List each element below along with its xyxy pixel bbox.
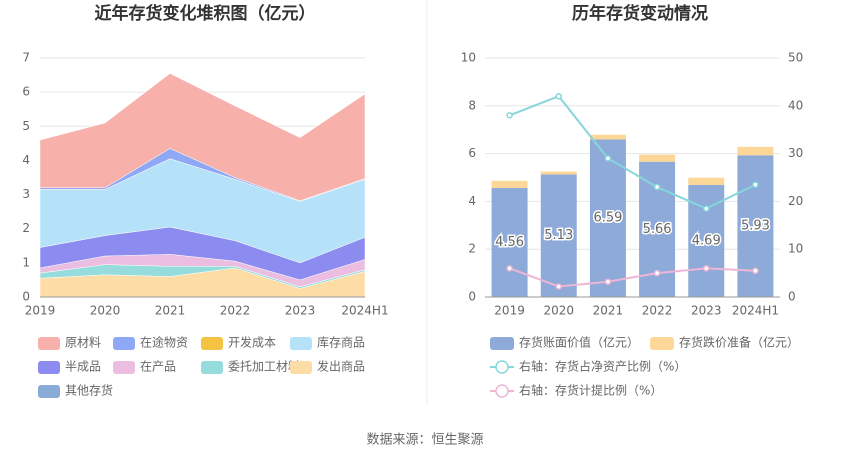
- legend-swatch: [290, 361, 312, 374]
- chart-title: 历年存货变动情况: [572, 3, 708, 24]
- x-tick-label: 2019: [494, 304, 525, 318]
- legend-label: 右轴：存货占净资产比例（%）: [519, 359, 686, 374]
- point: [506, 112, 513, 119]
- point: [653, 269, 661, 277]
- bar: [540, 171, 577, 175]
- point: [752, 181, 759, 188]
- point: [752, 267, 759, 274]
- bar: [491, 180, 528, 189]
- source: 数据来源：恒生聚源: [366, 433, 483, 448]
- line: [509, 267, 756, 288]
- y-tick-label: 4: [468, 194, 476, 208]
- legend-label: 其他存货: [65, 383, 113, 398]
- point: [604, 278, 612, 285]
- y2-tick-label: 50: [788, 51, 803, 65]
- line: [509, 95, 756, 210]
- legend-swatch: [38, 361, 60, 374]
- legend-label: 发出商品: [317, 359, 365, 374]
- legend-label: 委托加工材料: [228, 360, 300, 374]
- y-tick-label: 8: [468, 98, 476, 112]
- bar: [491, 188, 528, 297]
- x-tick-label: 2019: [25, 304, 56, 318]
- x-tick-label: 2024H1: [732, 304, 779, 318]
- y-tick-label: 2: [468, 242, 476, 256]
- legend-swatch: [495, 360, 509, 374]
- x-tick-label: 2022: [220, 304, 251, 318]
- y-tick-label: 1: [22, 255, 30, 269]
- y2-tick-label: 0: [788, 290, 796, 304]
- y-tick-label: 6: [468, 146, 476, 160]
- legend-swatch: [290, 337, 312, 350]
- legend-swatch: [113, 361, 135, 374]
- bar: [589, 134, 626, 140]
- bar: [639, 154, 676, 162]
- legend-swatch: [201, 337, 223, 350]
- legend-label: 原材料: [65, 336, 101, 350]
- bar-label: 5.93: [741, 219, 770, 234]
- bar-label: 5.13: [544, 228, 573, 243]
- bar-label: 4.56: [495, 235, 524, 250]
- point: [506, 265, 513, 272]
- area: [39, 73, 366, 141]
- x-tick-label: 2023: [285, 304, 316, 318]
- point: [604, 155, 612, 162]
- point: [653, 183, 661, 191]
- y2-tick-label: 10: [788, 242, 803, 256]
- x-tick-label: 2020: [90, 304, 121, 318]
- x-tick-label: 2024H1: [341, 304, 388, 318]
- y-tick-label: 5: [22, 119, 30, 133]
- legend-swatch: [38, 337, 60, 350]
- bar-label: 4.69: [692, 233, 721, 248]
- point: [703, 205, 710, 212]
- bar: [540, 174, 577, 297]
- y-tick-label: 6: [22, 85, 30, 99]
- legend-label: 在途物资: [140, 335, 188, 350]
- legend-label: 右轴：存货计提比例（%）: [519, 383, 662, 398]
- y-tick-label: 0: [22, 290, 30, 304]
- legend-label: 半成品: [65, 360, 101, 374]
- legend-swatch: [201, 361, 223, 374]
- y-tick-label: 2: [22, 221, 30, 235]
- bar-label: 6.59: [593, 211, 622, 226]
- point: [555, 92, 562, 100]
- y-tick-label: 10: [461, 51, 476, 65]
- y2-tick-label: 30: [788, 146, 803, 160]
- bar: [688, 177, 725, 185]
- y2-tick-label: 40: [788, 98, 803, 112]
- x-tick-label: 2022: [642, 304, 673, 318]
- legend-swatch: [495, 384, 509, 398]
- y-tick-label: 0: [468, 290, 476, 304]
- x-tick-label: 2023: [691, 304, 722, 318]
- x-tick-label: 2020: [543, 304, 574, 318]
- y-tick-label: 3: [22, 187, 30, 201]
- legend-label: 存货跌价准备（亿元）: [679, 335, 799, 350]
- y-tick-label: 7: [22, 51, 30, 65]
- legend-swatch: [490, 337, 514, 350]
- legend-swatch: [650, 337, 674, 350]
- legend-label: 存货账面价值（亿元）: [519, 335, 639, 350]
- chart-title: 近年存货变化堆积图（亿元）: [95, 3, 316, 24]
- point: [555, 283, 562, 290]
- y-tick-label: 4: [22, 153, 30, 167]
- x-tick-label: 2021: [593, 304, 624, 318]
- legend-swatch: [38, 385, 60, 398]
- legend-label: 库存商品: [317, 335, 365, 350]
- point: [703, 265, 710, 272]
- y2-tick-label: 20: [788, 194, 803, 208]
- legend-swatch: [113, 337, 135, 350]
- bar-label: 5.66: [643, 222, 672, 237]
- x-tick-label: 2021: [155, 304, 186, 318]
- bar: [737, 146, 774, 156]
- legend-label: 开发成本: [228, 335, 276, 350]
- legend-label: 在产品: [140, 360, 176, 374]
